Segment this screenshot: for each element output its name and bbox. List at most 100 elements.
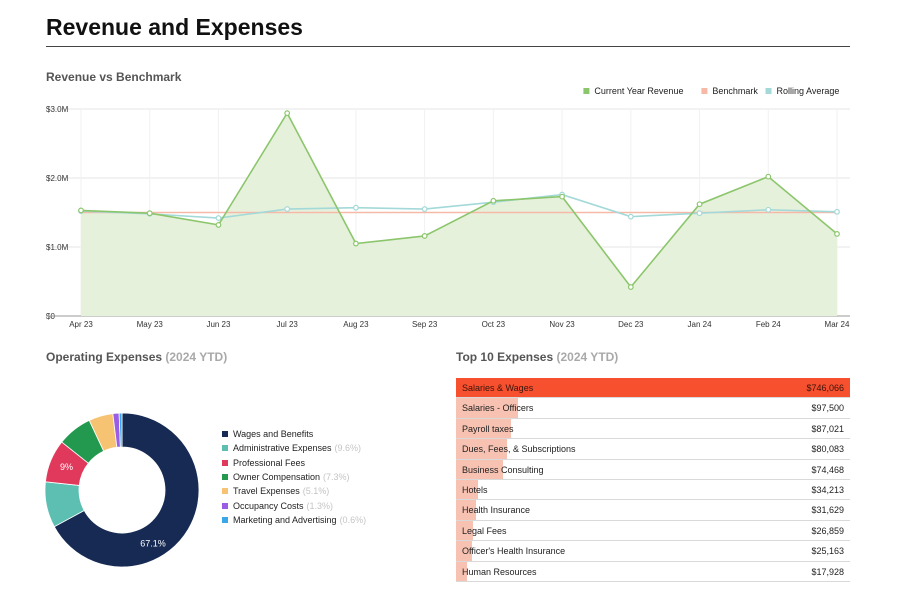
revenue-area-fill [81, 113, 837, 316]
expense-row: Business Consulting $74,468 [456, 459, 850, 480]
current-year-revenue-point [353, 240, 359, 247]
current-year-revenue-point [765, 173, 772, 180]
expense-amount: $80,083 [811, 444, 844, 455]
rolling-average-point [353, 204, 359, 211]
expense-bar [456, 459, 504, 479]
legend-percentage: (7.3%) [323, 472, 350, 483]
y-tick-label: $2.0M [46, 174, 69, 183]
legend-percentage: (1.3%) [306, 500, 334, 511]
legend-label: Administrative Expenses [233, 443, 332, 454]
current-year-revenue-point [421, 233, 428, 239]
legend-swatch [222, 488, 228, 495]
donut-slice-label: 9% [60, 462, 73, 472]
legend-label: Current Year Revenue [594, 86, 683, 96]
expense-name: Payroll taxes [462, 423, 514, 434]
expense-name: Legal Fees [462, 525, 507, 536]
legend-percentage: (5.1%) [302, 486, 330, 497]
y-tick-label: $3.0M [46, 105, 69, 114]
current-year-revenue-point [284, 110, 291, 117]
expense-bar [456, 418, 512, 439]
current-year-revenue-point [78, 207, 84, 214]
expense-bar [456, 561, 468, 581]
current-year-revenue-point [490, 197, 497, 204]
y-tick-label: $1.0M [46, 243, 69, 252]
x-tick-label: Aug 23 [343, 320, 369, 329]
legend-swatch [222, 502, 228, 509]
top10-title: Top 10 Expenses (2024 YTD) [456, 350, 618, 364]
expense-name: Health Insurance [462, 505, 531, 516]
expense-bar [456, 520, 474, 541]
legend-item-travel-expenses: Travel Expenses (5.1%) [222, 484, 366, 498]
expense-bar [456, 398, 518, 418]
current-year-revenue-point [146, 210, 153, 217]
expense-row: Payroll taxes $87,021 [456, 418, 850, 440]
legend-item-wages-and-benefits: Wages and Benefits [222, 427, 366, 441]
legend-swatch [222, 474, 228, 481]
legend-swatch [222, 431, 228, 438]
x-tick-label: Sep 23 [412, 320, 438, 329]
rolling-average-point [696, 210, 703, 217]
operating-expenses-title-text: Operating Expenses [46, 350, 163, 364]
expense-bar [456, 500, 477, 520]
legend-swatch [583, 88, 590, 94]
legend-swatch [222, 459, 228, 466]
expense-amount: $34,213 [811, 484, 844, 495]
expense-row: Dues, Fees, & Subscriptions $80,083 [456, 439, 850, 460]
expense-bar [456, 541, 472, 561]
rolling-average-point [215, 215, 222, 221]
expense-row: Hotels $34,213 [456, 479, 850, 501]
rolling-average-line [80, 193, 838, 219]
x-tick-label: Dec 23 [618, 320, 644, 329]
current-year-revenue-point [215, 222, 222, 228]
expense-name: Business Consulting [462, 464, 544, 475]
expense-name: Hotels [462, 484, 488, 495]
legend-item-owner-compensation: Owner Compensation (7.3%) [222, 470, 366, 484]
legend-label: Marketing and Advertising [233, 514, 337, 525]
current-year-revenue-point [834, 230, 840, 237]
x-tick-label: Feb 24 [756, 320, 781, 329]
expense-amount: $17,928 [811, 566, 844, 577]
legend-swatch [701, 88, 708, 94]
title-divider [46, 46, 850, 47]
rolling-average-point [284, 206, 291, 212]
expense-row: Legal Fees $26,859 [456, 520, 850, 542]
x-tick-label: Apr 23 [69, 320, 93, 329]
rolling-average-point [834, 208, 840, 215]
expense-row: Salaries - Officers $97,500 [456, 398, 850, 419]
legend-swatch [765, 88, 772, 94]
x-tick-label: Oct 23 [482, 320, 506, 329]
expense-name: Human Resources [462, 566, 537, 577]
x-tick-label: Jul 23 [277, 320, 299, 329]
current-year-revenue-line [80, 111, 838, 289]
top10-title-text: Top 10 Expenses [456, 350, 554, 364]
expense-name: Officer's Health Insurance [462, 546, 566, 557]
donut-slice-wages-and-benefits [53, 412, 200, 568]
expense-amount: $31,629 [811, 505, 844, 516]
x-tick-label: Nov 23 [549, 320, 575, 329]
legend-item-marketing-and-advertising: Marketing and Advertising (0.6%) [222, 513, 366, 527]
legend-item-professional-fees: Professional Fees [222, 456, 366, 470]
expense-amount: $26,859 [811, 525, 844, 536]
rolling-average-point [627, 213, 634, 220]
legend-item-occupancy-costs: Occupancy Costs (1.3%) [222, 498, 366, 512]
legend-swatch [222, 516, 228, 523]
current-year-revenue-point [696, 201, 703, 208]
expense-row: Officer's Health Insurance $25,163 [456, 541, 850, 562]
current-year-revenue-point [627, 284, 634, 290]
legend-label: Benchmark [712, 86, 758, 96]
x-tick-label: May 23 [137, 320, 164, 329]
top10-expenses-table: Salaries & Wages $746,066 Salaries - Offic… [456, 378, 850, 582]
expense-amount: $25,163 [811, 546, 844, 557]
legend-item-administrative-expenses: Administrative Expenses (9.6%) [222, 441, 366, 455]
x-tick-label: Jun 23 [206, 320, 231, 329]
operating-expenses-title: Operating Expenses (2024 YTD) [46, 350, 227, 364]
donut-slice-label: 67.1% [140, 539, 166, 549]
legend-swatch [222, 445, 228, 452]
expense-bar [456, 378, 850, 398]
legend-percentage: (0.6%) [339, 514, 367, 525]
x-tick-label: Jan 24 [688, 320, 713, 329]
operating-expenses-donut: 67.1% 9% [44, 412, 200, 568]
operating-expenses-legend: Wages and Benefits Administrative Expense… [222, 427, 366, 527]
current-year-revenue-point [559, 193, 565, 200]
